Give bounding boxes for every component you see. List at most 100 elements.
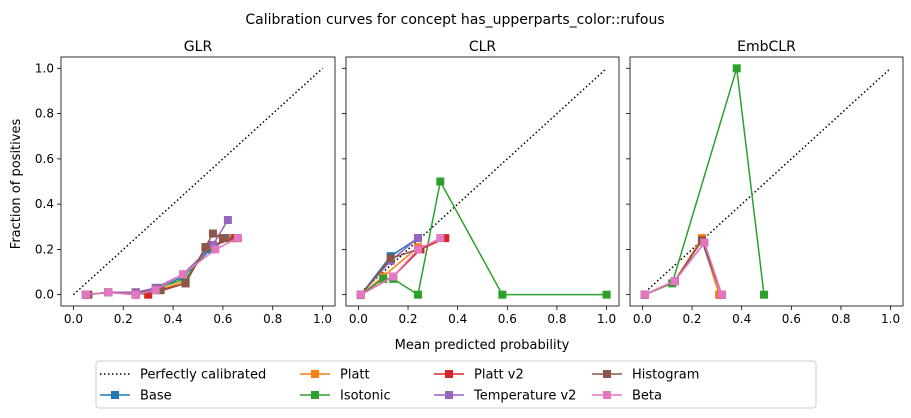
data-point-beta [233,234,242,243]
data-point-isotonic [732,64,741,73]
data-point-isotonic [379,274,388,283]
x-tick-label-embclr: 0.4 [732,312,751,326]
panel-title-embclr: EmbCLR [737,39,796,55]
legend-label-histogram: Histogram [632,368,699,383]
data-point-platt-v2 [144,290,153,299]
plot-area-glr [72,67,324,299]
data-point-isotonic [498,290,507,299]
series-line-base [360,237,419,296]
panel-title-glr: GLR [184,39,213,55]
legend-entry-histogram: Histogram [592,368,699,383]
x-tick-label-glr: 0.8 [263,312,282,326]
y-tick-label-glr: 0.2 [35,242,54,256]
data-point-beta [717,290,726,299]
data-point-beta [356,290,365,299]
data-point-beta [700,238,709,247]
data-point-histogram [181,279,190,288]
data-point-beta [104,288,113,297]
x-tick-label-clr: 1.0 [597,312,616,326]
axes-frame-glr [60,56,336,307]
x-tick-label-embclr: 0.6 [782,312,801,326]
x-tick-label-embclr: 0.2 [682,312,701,326]
data-point-beta [436,234,445,243]
series-line-temperature-v2 [360,237,419,296]
panel-glr: GLR 0.0 0.2 0.4 0.6 0.8 1.0 0.0 0.2 0.4 0.6 0.8 1.0 [35,39,336,326]
data-point-beta [81,290,90,299]
series-line-perfectly-calibrated [72,67,324,296]
panel-clr: CLR 0.0 0.2 0.4 0.6 0.8 1.0 [342,39,620,326]
data-point-beta [131,290,140,299]
y-tick-label-glr: 0.0 [35,288,54,302]
legend-label-base: Base [140,389,172,404]
series-line-beta [644,241,723,296]
legend-entry-perfectly-calibrated: Perfectly calibrated [100,368,266,383]
legend-label-temperature-v2: Temperature v2 [473,389,576,404]
legend-box [95,360,817,409]
data-point-isotonic [436,177,445,186]
x-tick-label-glr: 0.6 [213,312,232,326]
data-point-beta [640,290,649,299]
plot-area-clr [356,67,611,299]
data-point-isotonic [181,274,190,283]
legend-label-platt-v2: Platt v2 [474,368,524,383]
data-point-beta [389,272,398,281]
data-point-temperature-v2 [223,215,232,224]
data-point-temperature-v2 [208,240,217,249]
legend-marker-histogram [603,370,611,378]
data-point-beta [670,277,679,286]
chart-legend: Perfectly calibrated Base Platt Isotonic Pla… [95,360,817,409]
x-tick-label-clr: 0.2 [398,312,417,326]
series-line-isotonic [360,179,607,296]
legend-marker-platt-v2 [445,370,453,378]
axes-frame-embclr [629,56,904,307]
legend-entry-temperature-v2: Temperature v2 [434,389,576,404]
x-tick-label-clr: 0.4 [448,312,467,326]
axes-frame-clr [345,56,620,307]
legend-marker-isotonic [311,391,319,399]
x-tick-label-glr: 1.0 [313,312,332,326]
legend-marker-beta [603,391,611,399]
x-tick-label-clr: 0.6 [498,312,517,326]
y-tick-label-glr: 0.4 [35,197,54,211]
chart-panels: GLR 0.0 0.2 0.4 0.6 0.8 1.0 0.0 0.2 0.4 0.6 0.8 1.0 C… [35,39,904,326]
legend-label-platt: Platt [340,368,370,383]
x-tick-label-glr: 0.2 [114,312,133,326]
data-point-isotonic [760,290,769,299]
legend-marker-platt [311,370,319,378]
panel-embclr: EmbCLR 0.0 0.2 0.4 0.6 0.8 1.0 [626,39,904,326]
legend-entry-platt-v2: Platt v2 [434,368,524,383]
plot-area-embclr [640,64,892,299]
legend-entry-beta: Beta [592,389,662,404]
legend-marker-temperature-v2 [445,391,453,399]
panel-title-clr: CLR [469,39,497,55]
legend-label-perfectly-calibrated: Perfectly calibrated [140,368,266,383]
x-tick-label-clr: 0.8 [547,312,566,326]
data-point-histogram [201,243,210,252]
data-point-beta [413,245,422,254]
x-tick-label-embclr: 0.8 [831,312,850,326]
x-tick-label-glr: 0.4 [164,312,183,326]
legend-marker-base [111,391,119,399]
x-axis-label: Mean predicted probability [395,338,570,353]
x-tick-label-glr: 0.0 [64,312,83,326]
x-tick-label-embclr: 0.0 [633,312,652,326]
y-tick-label-glr: 0.8 [35,107,54,121]
data-point-beta [151,286,160,295]
legend-entry-base: Base [100,389,172,404]
data-point-histogram [156,286,165,295]
series-line-temperature-v2 [85,219,229,296]
y-axis-label: Fraction of positives [9,119,24,250]
series-line-isotonic [644,68,765,296]
data-point-temperature-v2 [413,234,422,243]
data-point-histogram [208,229,217,238]
figure-title: Calibration curves for concept has_upper… [245,12,664,28]
data-point-histogram [386,254,395,263]
legend-label-beta: Beta [632,389,662,404]
data-point-isotonic [413,290,422,299]
series-line-perfectly-calibrated [357,67,608,296]
series-line-beta [360,237,441,296]
data-point-beta [211,245,220,254]
data-point-platt-v2 [441,234,450,243]
legend-label-isotonic: Isotonic [340,389,391,404]
